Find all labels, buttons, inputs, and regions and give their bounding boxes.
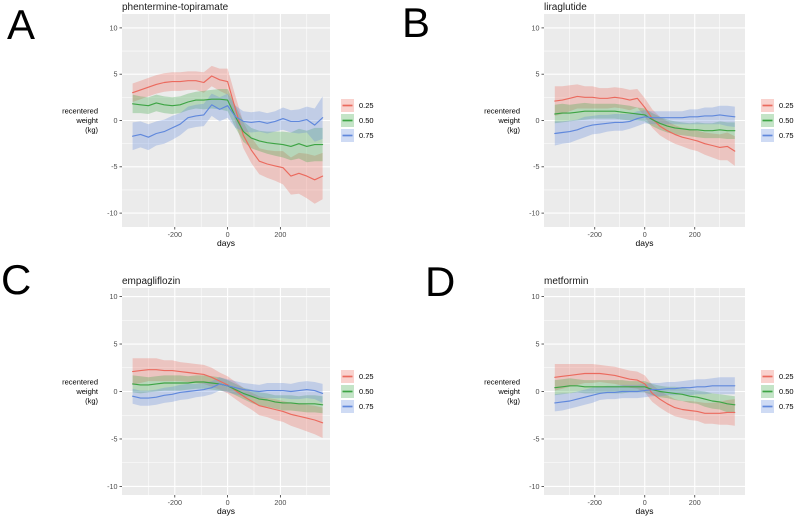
- y-tick-label: 5: [114, 70, 118, 79]
- x-tick-label: 200: [689, 498, 701, 507]
- y-tick-label: 10: [110, 23, 118, 32]
- y-axis-title-line: recentered: [484, 107, 520, 116]
- quantile-line-0.75: [132, 104, 324, 138]
- quantile-line-0.50: [554, 385, 736, 406]
- confidence-ribbon-0.50: [132, 375, 323, 414]
- y-tick-label: 10: [110, 292, 118, 301]
- x-tick-label: -200: [588, 498, 602, 507]
- x-tick-label: 0: [643, 230, 647, 239]
- y-axis-title-line: (kg): [507, 126, 520, 135]
- panel-label-b: B: [402, 0, 431, 46]
- x-tick-label: 200: [274, 498, 286, 507]
- legend-label: 0.75: [779, 131, 794, 140]
- legend-label: 0.75: [359, 402, 374, 411]
- legend-label: 0.50: [779, 116, 794, 125]
- confidence-ribbon-0.75: [132, 377, 323, 406]
- y-tick-label: 5: [114, 339, 118, 348]
- quantile-line-0.75: [554, 114, 736, 135]
- y-axis-title-line: recentered: [62, 107, 98, 116]
- confidence-ribbon-0.75: [554, 105, 735, 146]
- quantile-line-0.25: [132, 75, 324, 181]
- y-tick-label: 0: [114, 116, 118, 125]
- legend: 0.25 0.50 0.75: [341, 370, 374, 413]
- legend-label: 0.25: [359, 101, 374, 110]
- quantile-line-0.25: [132, 369, 324, 424]
- x-tick-label: 0: [226, 230, 230, 239]
- y-axis-title-line: recentered: [484, 378, 520, 387]
- y-tick-label: -10: [107, 482, 117, 491]
- y-tick-label: 10: [532, 23, 540, 32]
- chart-panel-D: 10 5 0 -5 -10 -200 0 200 days recenteredweight(kg…: [484, 276, 793, 516]
- legend-label: 0.25: [779, 101, 794, 110]
- x-axis-title: days: [217, 506, 235, 516]
- panel-title: phentermine-topiramate: [122, 2, 229, 13]
- y-tick-label: 5: [536, 70, 540, 79]
- quantile-line-0.75: [132, 383, 324, 399]
- legend-label: 0.75: [359, 131, 374, 140]
- confidence-ribbon-0.75: [132, 93, 323, 151]
- quantile-line-0.50: [554, 110, 736, 132]
- quantile-line-0.75: [554, 385, 736, 404]
- chart-panel-B: 10 5 0 -5 -10 -200 0 200 days recenteredweight(kg…: [484, 2, 793, 248]
- y-tick-label: 0: [536, 387, 540, 396]
- y-tick-label: -10: [529, 482, 539, 491]
- x-tick-label: -200: [168, 230, 182, 239]
- y-axis-title-line: (kg): [85, 397, 98, 406]
- y-tick-label: -5: [111, 162, 117, 171]
- y-tick-label: 5: [536, 339, 540, 348]
- panel-title: empagliflozin: [122, 276, 180, 287]
- confidence-ribbon-0.25: [554, 84, 735, 166]
- y-axis-title-line: weight: [497, 116, 521, 125]
- y-axis-title-line: weight: [75, 116, 99, 125]
- panel-title: liraglutide: [544, 2, 587, 13]
- panel-label-a: A: [7, 1, 36, 48]
- x-tick-label: 0: [643, 498, 647, 507]
- x-axis-title: days: [636, 238, 654, 248]
- y-tick-label: -5: [533, 162, 539, 171]
- x-tick-label: 200: [274, 230, 286, 239]
- chart-panel-A: 10 5 0 -5 -10 -200 0 200 days recenteredweight(kg…: [62, 2, 373, 248]
- x-tick-label: -200: [168, 498, 182, 507]
- legend: 0.25 0.50 0.75: [761, 370, 794, 413]
- legend-label: 0.50: [779, 387, 794, 396]
- x-axis-title: days: [217, 238, 235, 248]
- y-tick-label: -5: [111, 434, 117, 443]
- x-tick-label: 0: [226, 498, 230, 507]
- legend: 0.25 0.50 0.75: [761, 99, 794, 142]
- panel-label-c: C: [1, 256, 32, 303]
- quantile-line-0.50: [132, 98, 324, 147]
- y-tick-label: -5: [533, 434, 539, 443]
- x-tick-label: -200: [588, 230, 602, 239]
- confidence-ribbon-0.25: [132, 358, 323, 438]
- y-tick-label: -10: [107, 209, 117, 218]
- quantile-line-0.25: [554, 372, 736, 414]
- y-tick-label: 0: [536, 116, 540, 125]
- panel-label-d: D: [425, 258, 456, 305]
- y-tick-label: 10: [532, 292, 540, 301]
- legend-label: 0.25: [779, 372, 794, 381]
- legend-label: 0.50: [359, 116, 374, 125]
- legend-label: 0.25: [359, 372, 374, 381]
- quantile-line-0.25: [554, 95, 736, 152]
- legend: 0.25 0.50 0.75: [341, 99, 374, 142]
- y-axis-title-line: recentered: [62, 378, 98, 387]
- x-axis-title: days: [636, 506, 654, 516]
- confidence-ribbon-0.25: [132, 65, 323, 204]
- y-tick-label: -10: [529, 209, 539, 218]
- y-axis-title-line: (kg): [507, 397, 520, 406]
- legend-label: 0.75: [779, 402, 794, 411]
- panel-title: metformin: [544, 276, 588, 287]
- confidence-ribbon-0.75: [554, 377, 735, 412]
- chart-panel-C: 10 5 0 -5 -10 -200 0 200 days recenteredweight(kg…: [62, 276, 373, 516]
- y-axis-title-line: (kg): [85, 126, 98, 135]
- x-tick-label: 200: [689, 230, 701, 239]
- y-axis-title-line: weight: [75, 387, 99, 396]
- y-tick-label: 0: [114, 387, 118, 396]
- y-axis-title-line: weight: [497, 387, 521, 396]
- legend-label: 0.50: [359, 387, 374, 396]
